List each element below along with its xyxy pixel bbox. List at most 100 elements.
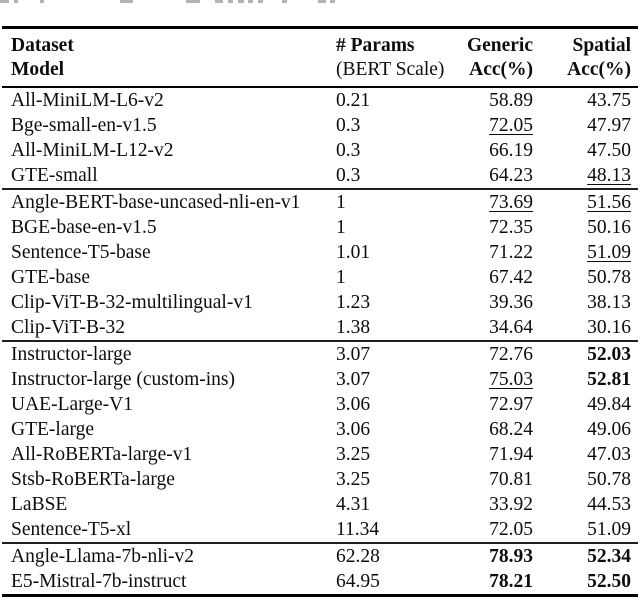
params-cell: 1 xyxy=(336,192,346,213)
header-generic-acc-label: Acc(%) xyxy=(469,58,533,80)
spatial-acc-cell: 48.13 xyxy=(587,165,631,186)
generic-acc-cell: 70.81 xyxy=(489,469,533,490)
model-name-cell: Clip-ViT-B-32 xyxy=(11,317,126,338)
params-cell: 3.06 xyxy=(336,419,371,440)
generic-acc-cell: 78.93 xyxy=(489,546,533,567)
header-params-label: # Params xyxy=(336,35,415,56)
params-cell: 0.3 xyxy=(336,140,361,161)
generic-acc-cell: 64.23 xyxy=(489,165,533,186)
spatial-acc-cell: 50.78 xyxy=(587,469,631,490)
params-cell: 64.95 xyxy=(336,571,380,592)
model-name-cell: Sentence-T5-base xyxy=(11,242,151,263)
spatial-acc-cell: 52.81 xyxy=(587,369,631,390)
model-name-cell: GTE-small xyxy=(11,165,98,186)
model-name-cell: GTE-base xyxy=(11,267,91,288)
spatial-acc-cell: 43.75 xyxy=(587,90,631,111)
generic-acc-cell: 72.97 xyxy=(489,394,533,415)
table-row: Sentence-T5-xl 11.34 72.05 51.09 xyxy=(2,517,638,543)
model-name-cell: Angle-BERT-base-uncased-nli-en-v1 xyxy=(11,192,301,213)
table-row: All-MiniLM-L12-v2 0.3 66.19 47.50 xyxy=(2,138,638,163)
model-name-cell: E5-Mistral-7b-instruct xyxy=(11,571,187,592)
generic-acc-cell: 72.05 xyxy=(489,115,533,136)
params-cell: 11.34 xyxy=(336,519,380,540)
spatial-acc-cell: 47.50 xyxy=(587,140,631,161)
table-row: LaBSE 4.31 33.92 44.53 xyxy=(2,492,638,517)
header-spatial-label: Spatial xyxy=(572,35,631,56)
spatial-acc-cell: 30.16 xyxy=(587,317,631,338)
model-name-cell: GTE-large xyxy=(11,419,95,440)
generic-acc-cell: 72.35 xyxy=(489,217,533,238)
spatial-acc-cell: 51.09 xyxy=(587,242,631,263)
model-name-cell: Stsb-RoBERTa-large xyxy=(11,469,175,490)
col-header-spatial-acc: Spatial Acc(%) xyxy=(538,27,638,88)
spatial-acc-cell: 50.78 xyxy=(587,267,631,288)
results-table: Dataset Model # Params (BERT Scale) Gene… xyxy=(2,26,638,597)
model-name-cell: BGE-base-en-v1.5 xyxy=(11,217,157,238)
table-row: Bge-small-en-v1.5 0.3 72.05 47.97 xyxy=(2,113,638,138)
generic-acc-cell: 67.42 xyxy=(489,267,533,288)
model-name-cell: Angle-Llama-7b-nli-v2 xyxy=(11,546,195,567)
params-cell: 3.25 xyxy=(336,469,371,490)
params-cell: 3.25 xyxy=(336,444,371,465)
params-cell: 1.38 xyxy=(336,317,371,338)
spatial-acc-cell: 49.84 xyxy=(587,394,631,415)
params-cell: 1.23 xyxy=(336,292,371,313)
params-cell: 3.06 xyxy=(336,394,371,415)
generic-acc-cell: 72.05 xyxy=(489,519,533,540)
table-header: Dataset Model # Params (BERT Scale) Gene… xyxy=(2,27,638,88)
generic-acc-cell: 71.94 xyxy=(489,444,533,465)
generic-acc-cell: 58.89 xyxy=(489,90,533,111)
spatial-acc-cell: 38.13 xyxy=(587,292,631,313)
table-row: GTE-base 1 67.42 50.78 xyxy=(2,265,638,290)
table-row: Clip-ViT-B-32 1.38 34.64 30.16 xyxy=(2,315,638,341)
params-cell: 3.07 xyxy=(336,344,371,365)
params-cell: 0.3 xyxy=(336,165,361,186)
model-group-llm: Angle-Llama-7b-nli-v2 62.28 78.93 52.34 … xyxy=(2,543,638,596)
params-cell: 1.01 xyxy=(336,242,371,263)
model-name-cell: All-RoBERTa-large-v1 xyxy=(11,444,193,465)
table-row: Angle-Llama-7b-nli-v2 62.28 78.93 52.34 xyxy=(2,543,638,569)
model-name-cell: Clip-ViT-B-32-multilingual-v1 xyxy=(11,292,253,313)
table-row: Instructor-large (custom-ins) 3.07 75.03… xyxy=(2,367,638,392)
header-dataset-label: Dataset xyxy=(11,35,74,56)
generic-acc-cell: 39.36 xyxy=(489,292,533,313)
table-row: Clip-ViT-B-32-multilingual-v1 1.23 39.36… xyxy=(2,290,638,315)
params-cell: 62.28 xyxy=(336,546,380,567)
generic-acc-cell: 72.76 xyxy=(489,344,533,365)
col-header-dataset-model: Dataset Model xyxy=(2,27,332,88)
spatial-acc-cell: 52.03 xyxy=(587,344,631,365)
table-row: All-MiniLM-L6-v2 0.21 58.89 43.75 xyxy=(2,87,638,113)
model-name-cell: Bge-small-en-v1.5 xyxy=(11,115,157,136)
generic-acc-cell: 73.69 xyxy=(489,192,533,213)
model-name-cell: All-MiniLM-L12-v2 xyxy=(11,140,174,161)
model-name-cell: Sentence-T5-xl xyxy=(11,519,132,540)
generic-acc-cell: 71.22 xyxy=(489,242,533,263)
spatial-acc-cell: 51.09 xyxy=(587,519,631,540)
table-row: GTE-small 0.3 64.23 48.13 xyxy=(2,163,638,189)
header-generic-label: Generic xyxy=(466,35,533,56)
table-row: UAE-Large-V1 3.06 72.97 49.84 xyxy=(2,392,638,417)
header-bert-scale-label: (BERT Scale) xyxy=(336,58,445,80)
cropped-caption-text-fragment xyxy=(0,0,640,5)
generic-acc-cell: 34.64 xyxy=(489,317,533,338)
generic-acc-cell: 66.19 xyxy=(489,140,533,161)
col-header-generic-acc: Generic Acc(%) xyxy=(454,27,538,88)
table-row: Angle-BERT-base-uncased-nli-en-v1 1 73.6… xyxy=(2,189,638,215)
model-group-base: Angle-BERT-base-uncased-nli-en-v1 1 73.6… xyxy=(2,189,638,341)
spatial-acc-cell: 51.56 xyxy=(587,192,631,213)
table-row: Stsb-RoBERTa-large 3.25 70.81 50.78 xyxy=(2,467,638,492)
spatial-acc-cell: 50.16 xyxy=(587,217,631,238)
table-row: All-RoBERTa-large-v1 3.25 71.94 47.03 xyxy=(2,442,638,467)
table-row: BGE-base-en-v1.5 1 72.35 50.16 xyxy=(2,215,638,240)
params-cell: 1 xyxy=(336,217,346,238)
generic-acc-cell: 78.21 xyxy=(489,571,533,592)
col-header-params: # Params (BERT Scale) xyxy=(332,27,454,88)
table-row: Sentence-T5-base 1.01 71.22 51.09 xyxy=(2,240,638,265)
model-name-cell: UAE-Large-V1 xyxy=(11,394,134,415)
params-cell: 0.3 xyxy=(336,115,361,136)
spatial-acc-cell: 52.50 xyxy=(587,571,631,592)
table-row: E5-Mistral-7b-instruct 64.95 78.21 52.50 xyxy=(2,569,638,596)
table-row: Instructor-large 3.07 72.76 52.03 xyxy=(2,341,638,367)
params-cell: 4.31 xyxy=(336,494,371,515)
